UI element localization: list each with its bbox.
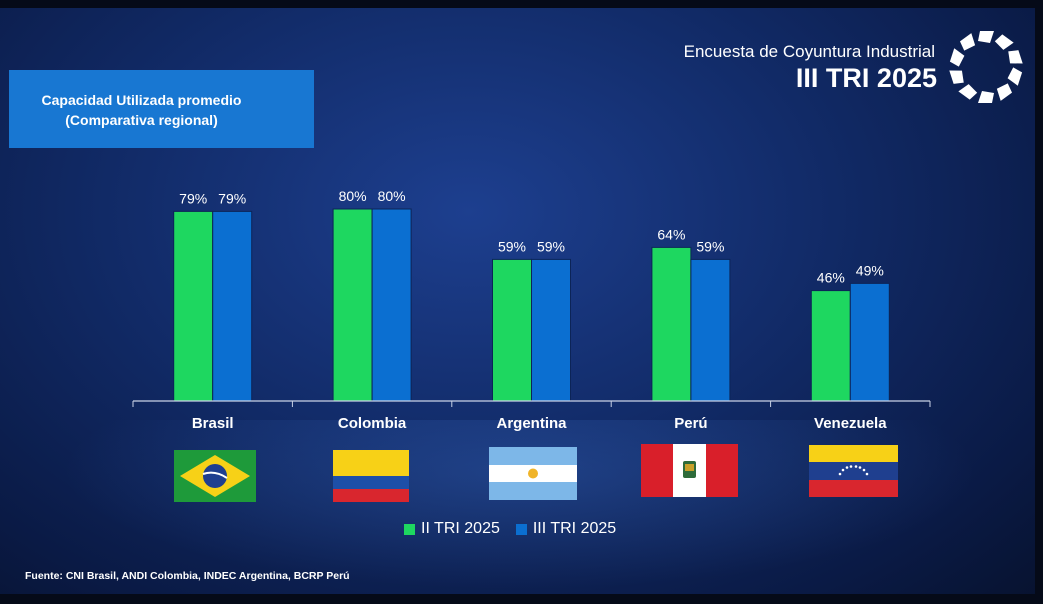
frame-bottom xyxy=(0,594,1043,604)
data-label: 79% xyxy=(218,190,246,206)
category-label-4: Venezuela xyxy=(814,415,887,432)
peru-flag-icon xyxy=(641,444,738,497)
colombia-flag-icon xyxy=(333,450,409,502)
bar-perú-ii-tri xyxy=(651,246,692,402)
frame-top xyxy=(0,0,1043,8)
bar-venezuela-iii-tri xyxy=(849,282,890,402)
category-label-0: Brasil xyxy=(192,415,234,432)
data-label: 49% xyxy=(856,262,884,278)
chart-title-line-2: (Comparativa regional) xyxy=(65,112,218,128)
frame-right xyxy=(1035,0,1043,604)
bar-colombia-ii-tri xyxy=(332,208,373,402)
bar-brasil-iii-tri xyxy=(212,210,253,402)
venezuela-flag-icon xyxy=(809,445,898,497)
chart-title-line-1: Capacidad Utilizada promedio xyxy=(41,92,242,108)
chart-legend: II TRI 2025 III TRI 2025 xyxy=(404,518,616,540)
survey-subtitle: Encuesta de Coyuntura Industrial xyxy=(683,42,935,61)
legend-swatch-blue xyxy=(515,523,527,535)
legend-item-ii-tri: II TRI 2025 xyxy=(404,520,500,538)
data-label: 59% xyxy=(537,238,565,254)
source-note: Fuente: CNI Brasil, ANDI Colombia, INDEC… xyxy=(25,570,350,582)
legend-label: II TRI 2025 xyxy=(421,520,500,537)
legend-swatch-green xyxy=(404,523,415,535)
bar-perú-iii-tri xyxy=(690,258,731,402)
industrial-survey-logo-icon xyxy=(949,31,1023,103)
category-label-1: Colombia xyxy=(338,415,407,432)
brazil-flag-icon xyxy=(174,450,256,502)
data-label: 80% xyxy=(339,188,367,204)
bar-brasil-ii-tri xyxy=(173,210,214,402)
period-title: III TRI 2025 xyxy=(795,63,937,93)
data-label: 46% xyxy=(817,270,845,286)
bar-colombia-iii-tri xyxy=(371,208,412,402)
bar-argentina-ii-tri xyxy=(492,258,532,402)
category-label-2: Argentina xyxy=(496,415,567,432)
legend-label: III TRI 2025 xyxy=(532,520,617,537)
bar-argentina-iii-tri xyxy=(531,258,571,402)
data-label: 59% xyxy=(696,238,724,254)
category-label-3: Perú xyxy=(674,415,707,432)
chart-title-box: Capacidad Utilizada promedio (Comparativ… xyxy=(9,70,314,148)
data-label: 80% xyxy=(378,188,406,204)
data-label: 79% xyxy=(179,190,207,206)
bar-venezuela-ii-tri xyxy=(810,290,851,402)
argentina-flag-icon xyxy=(489,447,577,500)
data-label: 64% xyxy=(657,226,685,242)
data-label: 59% xyxy=(498,238,526,254)
legend-item-iii-tri: III TRI 2025 xyxy=(515,520,617,538)
